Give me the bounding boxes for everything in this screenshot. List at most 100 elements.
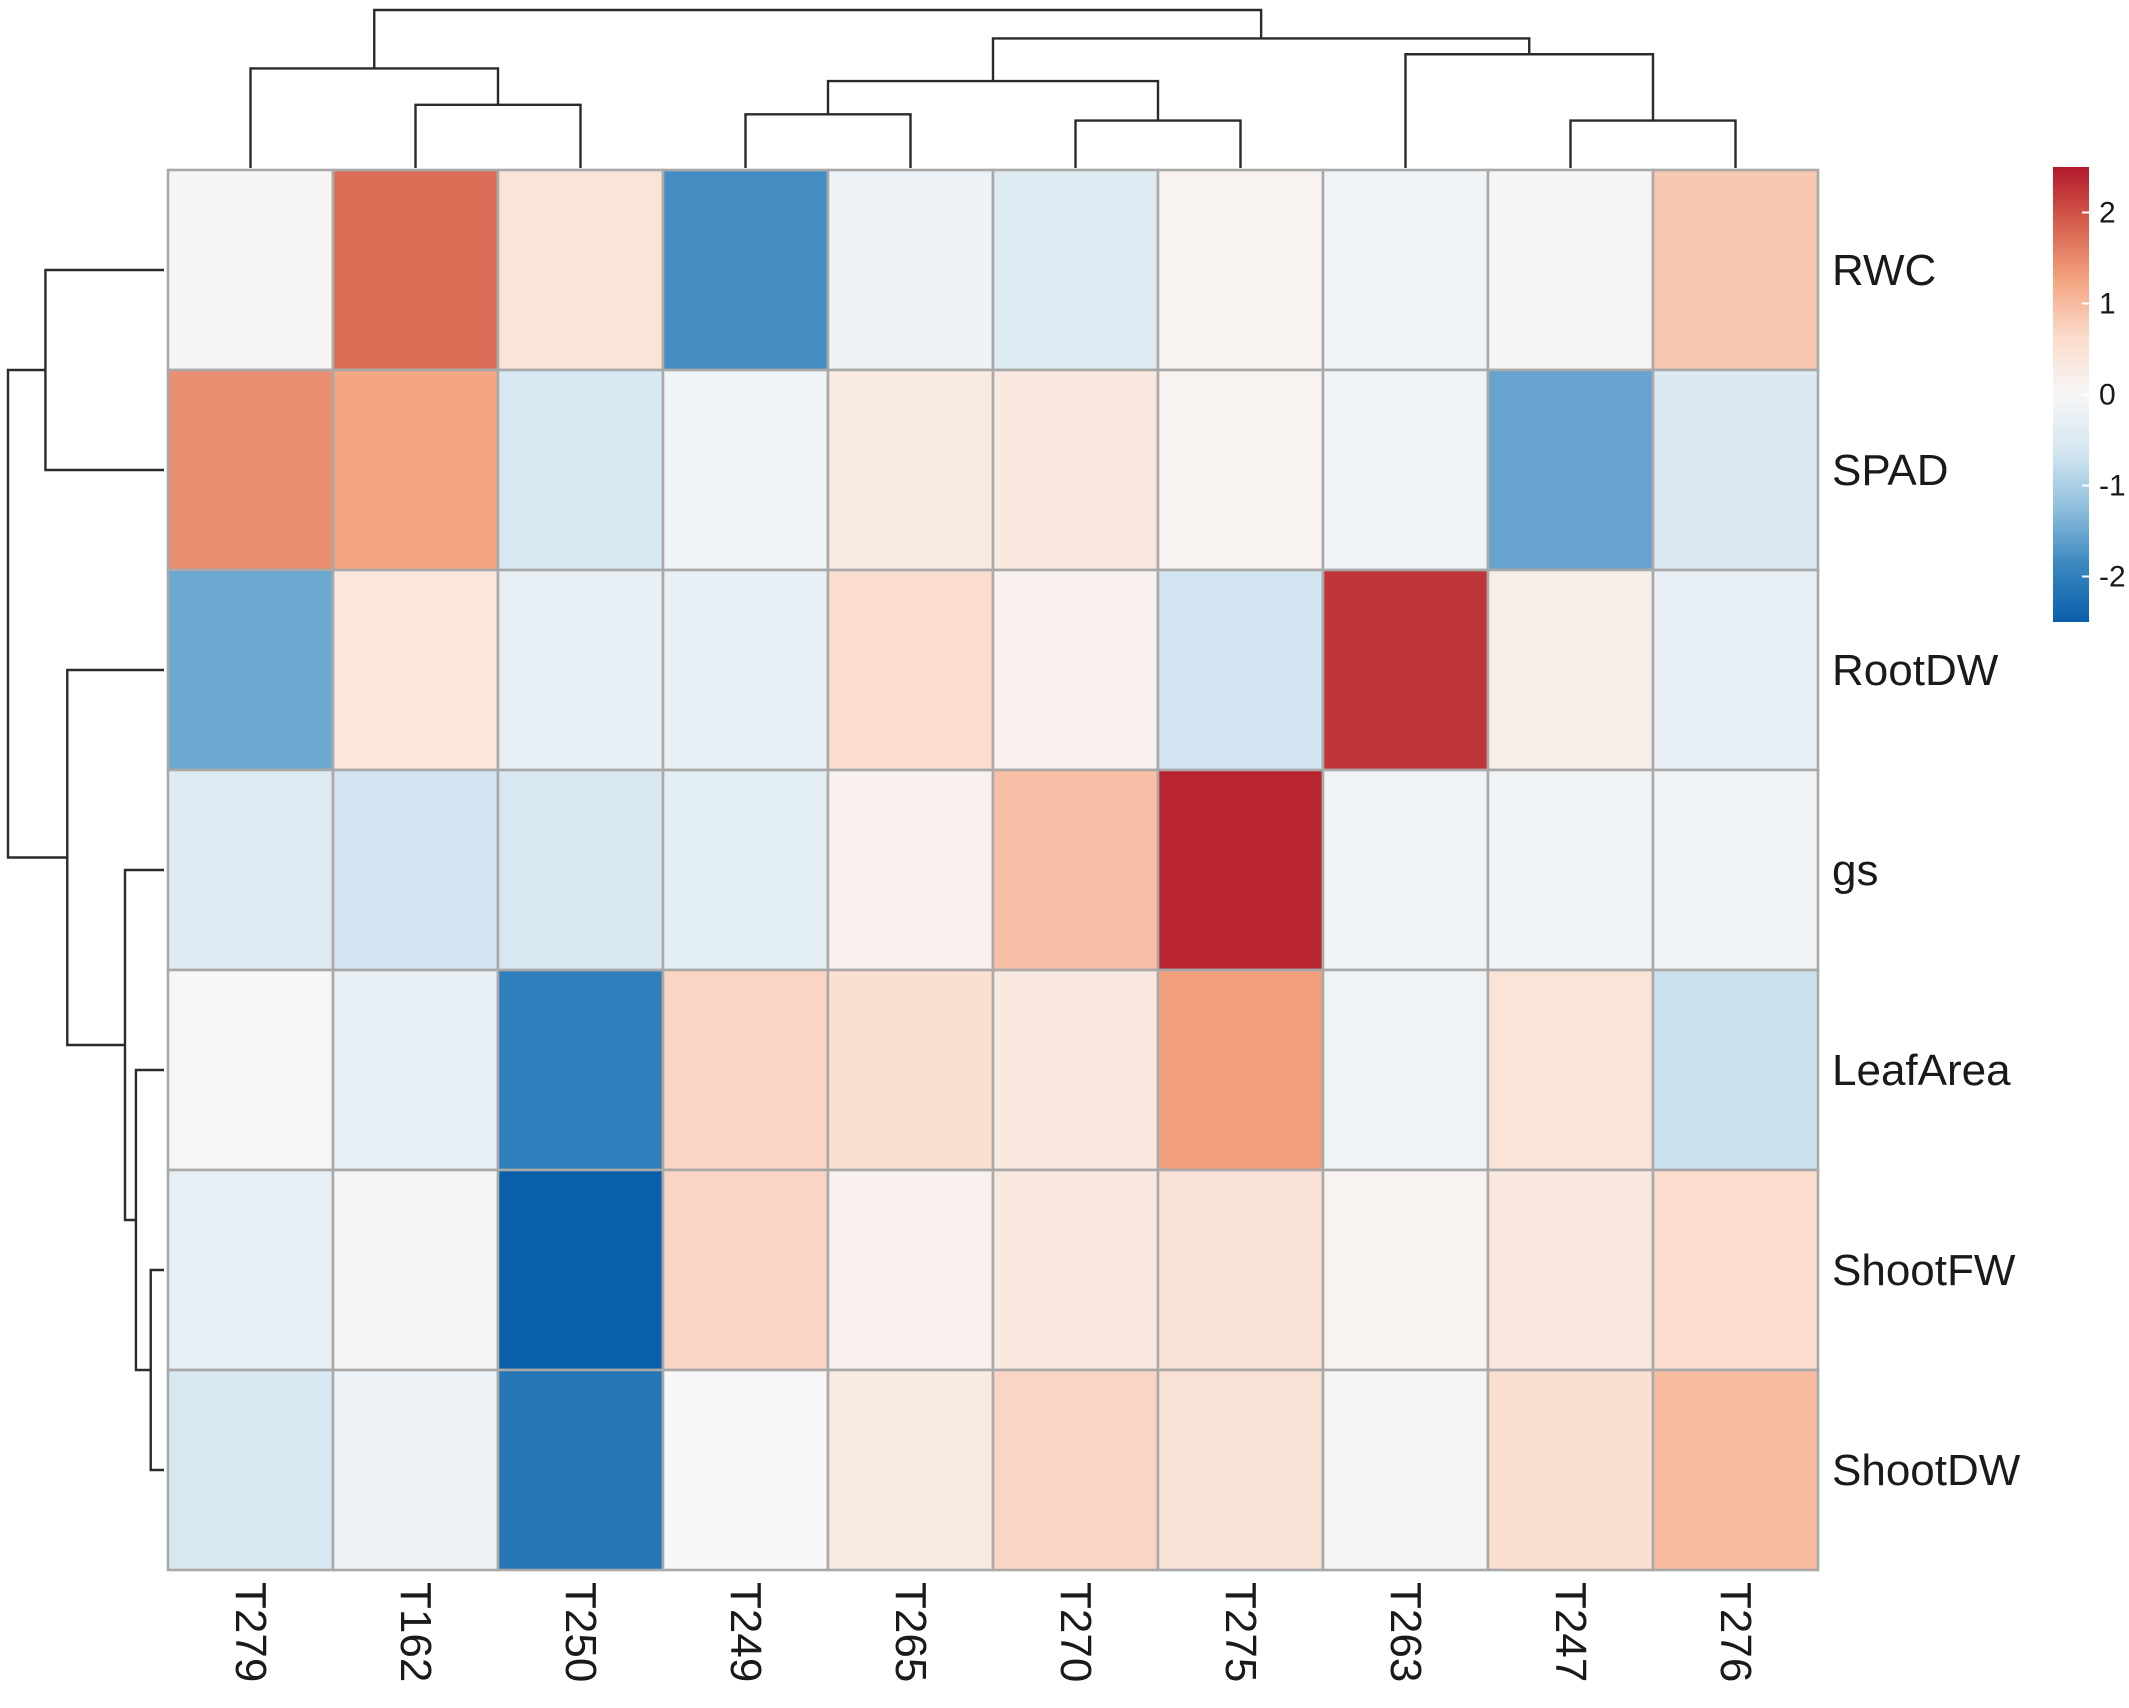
heatmap-cell-ShootDW-T279	[166, 1368, 335, 1572]
legend-tick-label: -1	[2099, 470, 2126, 503]
row-labels: RWC SPAD RootDW gs LeafArea ShootFW ShootDW	[1832, 246, 2021, 1495]
heatmap-cell-ShootFW-T249	[661, 1168, 830, 1372]
heatmap-cell-RootDW-T275	[1156, 568, 1325, 772]
heatmap-cell-gs-T275	[1156, 768, 1325, 972]
heatmap-cell-RWC-T162	[331, 168, 500, 372]
heatmap-cell-ShootDW-T270	[991, 1368, 1160, 1572]
heatmap-cell-LeafArea-T263	[1321, 968, 1490, 1172]
heatmap-cell-SPAD-T263	[1321, 368, 1490, 572]
column-dendrogram-link-7	[991, 37, 1531, 82]
heatmap-cell-ShootDW-T275	[1156, 1368, 1325, 1572]
heatmap-cell-SPAD-T270	[991, 368, 1160, 572]
heatmap-cell-gs-T249	[661, 768, 830, 972]
row-dendrogram	[6, 268, 164, 1472]
heatmap-cell-LeafArea-T247	[1486, 968, 1655, 1172]
column-dendrogram-link-5	[1569, 119, 1737, 168]
heatmap-cell-SPAD-T276	[1651, 368, 1820, 572]
row-label-RWC: RWC	[1832, 246, 1936, 295]
column-dendrogram-link-6	[1404, 53, 1655, 168]
heatmap-cell-SPAD-T275	[1156, 368, 1325, 572]
heatmap-cell-ShootDW-T250	[496, 1368, 665, 1572]
column-dendrogram-link-8	[373, 8, 1263, 69]
column-label-T275: T275	[1216, 1582, 1265, 1682]
heatmap-cell-ShootDW-T276	[1651, 1368, 1820, 1572]
column-label-T276: T276	[1711, 1582, 1760, 1682]
row-dendrogram-link-3	[66, 668, 164, 1047]
heatmap-cell-RootDW-T265	[826, 568, 995, 772]
column-label-T270: T270	[1051, 1582, 1100, 1682]
heatmap-cell-RootDW-T249	[661, 568, 830, 772]
heatmap-cell-ShootDW-T249	[661, 1368, 830, 1572]
heatmap-cell-LeafArea-T265	[826, 968, 995, 1172]
row-dendrogram-link-0	[149, 1268, 164, 1472]
column-dendrogram	[249, 8, 1737, 168]
column-label-T250: T250	[556, 1582, 605, 1682]
column-dendrogram-link-0	[414, 103, 582, 168]
row-dendrogram-link-2	[123, 868, 164, 1222]
heatmap-cell-RootDW-T250	[496, 568, 665, 772]
heatmap-cell-ShootFW-T250	[496, 1168, 665, 1372]
heatmap-cell-ShootDW-T265	[826, 1368, 995, 1572]
heatmap-cell-ShootFW-T263	[1321, 1168, 1490, 1372]
row-label-ShootFW: ShootFW	[1832, 1246, 2016, 1295]
legend-tick-label: 0	[2099, 379, 2116, 412]
heatmap-cell-RWC-T275	[1156, 168, 1325, 372]
row-label-ShootDW: ShootDW	[1832, 1446, 2021, 1495]
heatmap-cell-gs-T263	[1321, 768, 1490, 972]
heatmap-cell-RWC-T265	[826, 168, 995, 372]
heatmap-cell-RootDW-T263	[1321, 568, 1490, 772]
heatmap-cell-gs-T279	[166, 768, 335, 972]
row-label-LeafArea: LeafArea	[1832, 1046, 2011, 1095]
heatmap-cell-gs-T162	[331, 768, 500, 972]
heatmap-cell-SPAD-T162	[331, 368, 500, 572]
column-dendrogram-link-3	[1074, 119, 1242, 168]
heatmap-cell-gs-T276	[1651, 768, 1820, 972]
row-label-SPAD: SPAD	[1832, 446, 1949, 495]
heatmap-cell-RWC-T247	[1486, 168, 1655, 372]
heatmap-cell-ShootDW-T247	[1486, 1368, 1655, 1572]
row-dendrogram-link-5	[6, 368, 68, 859]
heatmap-grid	[166, 168, 1820, 1572]
heatmap-cell-gs-T270	[991, 768, 1160, 972]
heatmap-cell-SPAD-T265	[826, 368, 995, 572]
heatmap-cell-ShootFW-T279	[166, 1168, 335, 1372]
row-label-RootDW: RootDW	[1832, 646, 1999, 695]
column-dendrogram-link-2	[744, 113, 912, 168]
heatmap-cell-ShootFW-T276	[1651, 1168, 1820, 1372]
column-label-T279: T279	[226, 1582, 275, 1682]
heatmap-cell-ShootFW-T270	[991, 1168, 1160, 1372]
column-labels: T279 T162 T250 T249 T265 T270 T275 T263 T247 T276	[226, 1582, 1760, 1682]
heatmap-cell-ShootFW-T162	[331, 1168, 500, 1372]
column-label-T263: T263	[1381, 1582, 1430, 1682]
heatmap-cell-RootDW-T270	[991, 568, 1160, 772]
heatmap-cell-gs-T265	[826, 768, 995, 972]
legend-tick-label: -2	[2099, 561, 2126, 594]
column-dendrogram-link-1	[249, 67, 500, 168]
heatmap-cell-LeafArea-T276	[1651, 968, 1820, 1172]
heatmap-cell-ShootFW-T247	[1486, 1168, 1655, 1372]
column-label-T249: T249	[721, 1582, 770, 1682]
column-label-T265: T265	[886, 1582, 935, 1682]
heatmap-cell-SPAD-T250	[496, 368, 665, 572]
heatmap-cell-RootDW-T276	[1651, 568, 1820, 772]
heatmap-cell-LeafArea-T250	[496, 968, 665, 1172]
heatmap-cell-RWC-T270	[991, 168, 1160, 372]
heatmap-cell-ShootFW-T275	[1156, 1168, 1325, 1372]
legend-tick-label: 2	[2099, 197, 2116, 230]
heatmap-cell-RWC-T250	[496, 168, 665, 372]
heatmap-cell-RWC-T279	[166, 168, 335, 372]
heatmap-cell-gs-T247	[1486, 768, 1655, 972]
heatmap-cell-ShootFW-T265	[826, 1168, 995, 1372]
heatmap-cell-RootDW-T247	[1486, 568, 1655, 772]
heatmap-cell-SPAD-T247	[1486, 368, 1655, 572]
heatmap-cell-RWC-T263	[1321, 168, 1490, 372]
legend-tick-label: 1	[2099, 288, 2116, 321]
heatmap-cell-LeafArea-T279	[166, 968, 335, 1172]
heatmap-cell-LeafArea-T162	[331, 968, 500, 1172]
color-legend: 2 1 0 -1 -2	[2053, 167, 2126, 622]
column-label-T162: T162	[391, 1582, 440, 1682]
heatmap-cell-LeafArea-T270	[991, 968, 1160, 1172]
heatmap-cell-RootDW-T162	[331, 568, 500, 772]
heatmap-cell-SPAD-T249	[661, 368, 830, 572]
